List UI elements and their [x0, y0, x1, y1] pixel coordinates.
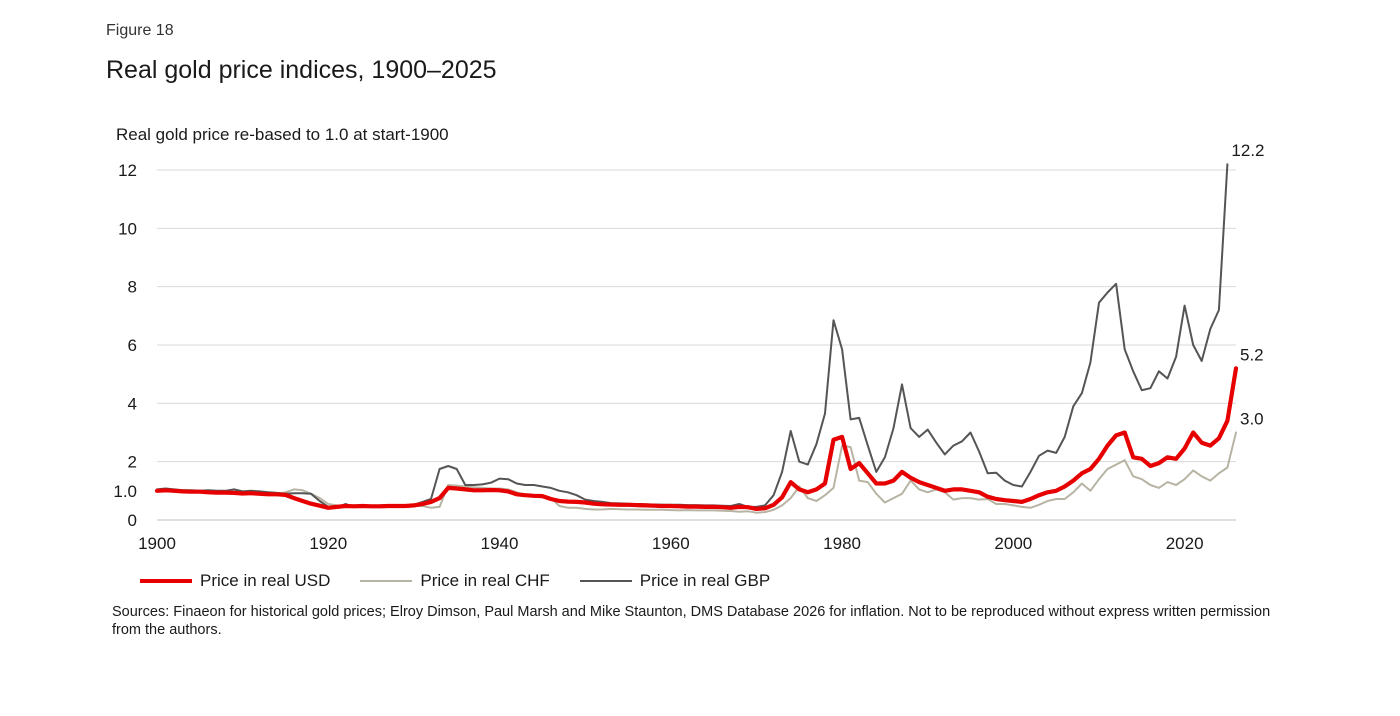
y-tick-label: 2	[128, 453, 137, 472]
y-tick-label: 1.0	[113, 482, 137, 501]
legend-label-chf: Price in real CHF	[420, 571, 550, 590]
y-tick-label: 10	[118, 219, 137, 238]
y-axis-title: Real gold price re-based to 1.0 at start…	[116, 125, 449, 144]
legend-item-chf: Price in real CHF	[360, 571, 550, 591]
x-tick-label: 2020	[1166, 534, 1204, 553]
x-tick-label: 1960	[652, 534, 690, 553]
legend-item-usd: Price in real USD	[140, 571, 330, 591]
series-line-price-in-real-gbp	[156, 163, 1229, 509]
series-line-price-in-real-usd	[154, 366, 1239, 511]
x-tick-label: 1900	[138, 534, 176, 553]
end-label: 3.0	[1240, 410, 1264, 429]
y-tick-label: 0	[128, 511, 137, 530]
figure-label: Figure 18	[106, 22, 174, 39]
sources-note: Sources: Finaeon for historical gold pri…	[112, 604, 1271, 638]
legend-label-usd: Price in real USD	[200, 571, 331, 590]
end-labels: 12.2 5.2 3.0	[1231, 141, 1264, 428]
end-label: 5.2	[1240, 345, 1264, 364]
x-tick-label: 1920	[309, 534, 347, 553]
x-tick-label: 1940	[481, 534, 519, 553]
legend-label-gbp: Price in real GBP	[639, 571, 771, 590]
legend-swatch-chf	[360, 580, 413, 582]
data-series	[154, 163, 1239, 514]
y-tick-label: 12	[118, 161, 137, 180]
y-tick-label: 8	[128, 278, 137, 297]
end-label: 12.2	[1231, 141, 1264, 160]
x-tick-labels: 1900 1920 1940 1960 1980 2000 2020	[138, 534, 1203, 553]
legend-swatch-usd	[140, 579, 192, 583]
y-tick-labels: 0 1.0 2 4 6 8 10 12	[113, 161, 137, 530]
gridlines	[157, 169, 1236, 521]
x-tick-label: 1980	[823, 534, 861, 553]
legend-swatch-gbp	[579, 580, 632, 582]
y-tick-label: 4	[128, 394, 137, 413]
y-tick-label: 6	[128, 336, 137, 355]
legend-item-gbp: Price in real GBP	[579, 571, 771, 591]
legend: Price in real USD Price in real CHF Pric…	[140, 571, 800, 591]
chart-title: Real gold price indices, 1900–2025	[106, 56, 497, 84]
x-tick-label: 2000	[994, 534, 1032, 553]
